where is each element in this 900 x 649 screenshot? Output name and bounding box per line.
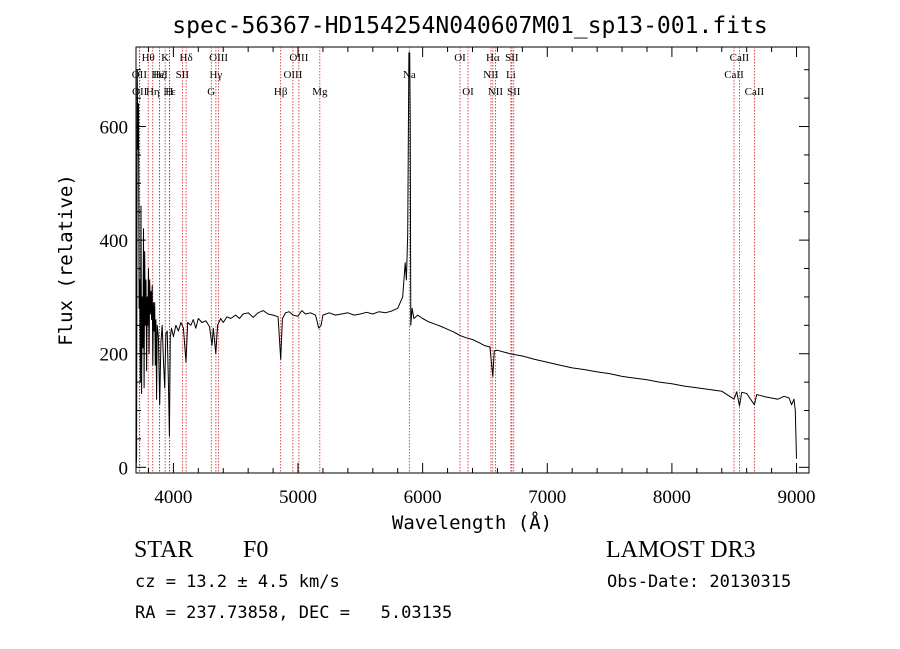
x-tick-label-9000: 9000	[778, 487, 816, 508]
line-marker-label-4: Hε	[163, 86, 176, 98]
x-tick-label-6000: 6000	[404, 487, 442, 508]
line-marker-label-23: NII	[488, 86, 504, 98]
object-class: STAR	[134, 537, 194, 563]
plot-frame	[135, 46, 810, 474]
y-tick-label-400: 400	[100, 231, 129, 252]
line-marker-label-14: Hβ	[274, 86, 288, 98]
line-marker-label-21: Hα	[486, 52, 500, 64]
series-line-flux	[135, 52, 797, 468]
y-tick-label-0: 0	[119, 458, 129, 479]
line-marker-label-7: HeI	[151, 69, 168, 81]
line-marker-label-24: SII	[505, 52, 519, 64]
chart-title: spec-56367-HD154254N040607M01_sp13-001.f…	[172, 13, 767, 39]
obs-date: Obs-Date: 20130315	[607, 572, 792, 592]
line-marker-label-2: OII	[132, 86, 148, 98]
line-marker-label-11: OIII	[209, 52, 228, 64]
y-tick-label-600: 600	[100, 118, 129, 139]
spectrum-series	[135, 52, 797, 468]
y-tick-label-200: 200	[100, 345, 129, 366]
line-marker-label-17: Mg	[312, 86, 328, 98]
x-tick-label-8000: 8000	[653, 487, 691, 508]
line-marker-label-22: NII	[483, 69, 499, 81]
object-subclass: F0	[243, 537, 269, 563]
line-marker-label-15: OIII	[289, 52, 308, 64]
y-axis-label: Flux (relative)	[55, 174, 77, 346]
line-marker-label-12: Hγ	[209, 69, 222, 81]
x-tick-label-7000: 7000	[528, 487, 566, 508]
line-marker-label-28: CaII	[724, 69, 744, 81]
x-tick-label-4000: 4000	[154, 487, 192, 508]
redshift-value: cz = 13.2 ± 4.5 km/s	[135, 572, 340, 592]
line-marker-label-27: CaII	[730, 52, 750, 64]
survey-name: LAMOST DR3	[606, 537, 756, 563]
y-axis: 0 200 400 600	[100, 69, 809, 479]
line-marker-label-25: Li	[506, 69, 516, 81]
line-marker-label-16: OIII	[283, 69, 302, 81]
x-tick-label-5000: 5000	[279, 487, 317, 508]
line-marker-label-0: Hθ	[142, 52, 155, 64]
line-marker-label-19: OI	[454, 52, 466, 64]
line-marker-label-6: K	[161, 52, 169, 64]
x-axis-label: Wavelength (Å)	[392, 511, 552, 534]
line-marker-label-29: CaII	[745, 86, 765, 98]
line-marker-label-5: Hη	[146, 86, 160, 98]
line-marker-label-13: G	[207, 86, 215, 98]
x-axis: 4000 5000 6000 7000 8000 9000	[147, 47, 816, 508]
coordinates: RA = 237.73858, DEC = 5.03135	[135, 603, 453, 623]
line-marker-label-10: Hδ	[180, 52, 193, 64]
line-marker-label-8: H	[165, 86, 173, 98]
line-marker-label-18: Na	[403, 69, 416, 81]
spectral-line-markers: HθOIIOIIHζHεHηKHeIHSIIHδOIIIHγGHβOIIIOII…	[132, 47, 765, 473]
line-marker-label-20: OI	[462, 86, 474, 98]
line-marker-label-26: SII	[507, 86, 521, 98]
line-marker-label-9: SII	[176, 69, 190, 81]
